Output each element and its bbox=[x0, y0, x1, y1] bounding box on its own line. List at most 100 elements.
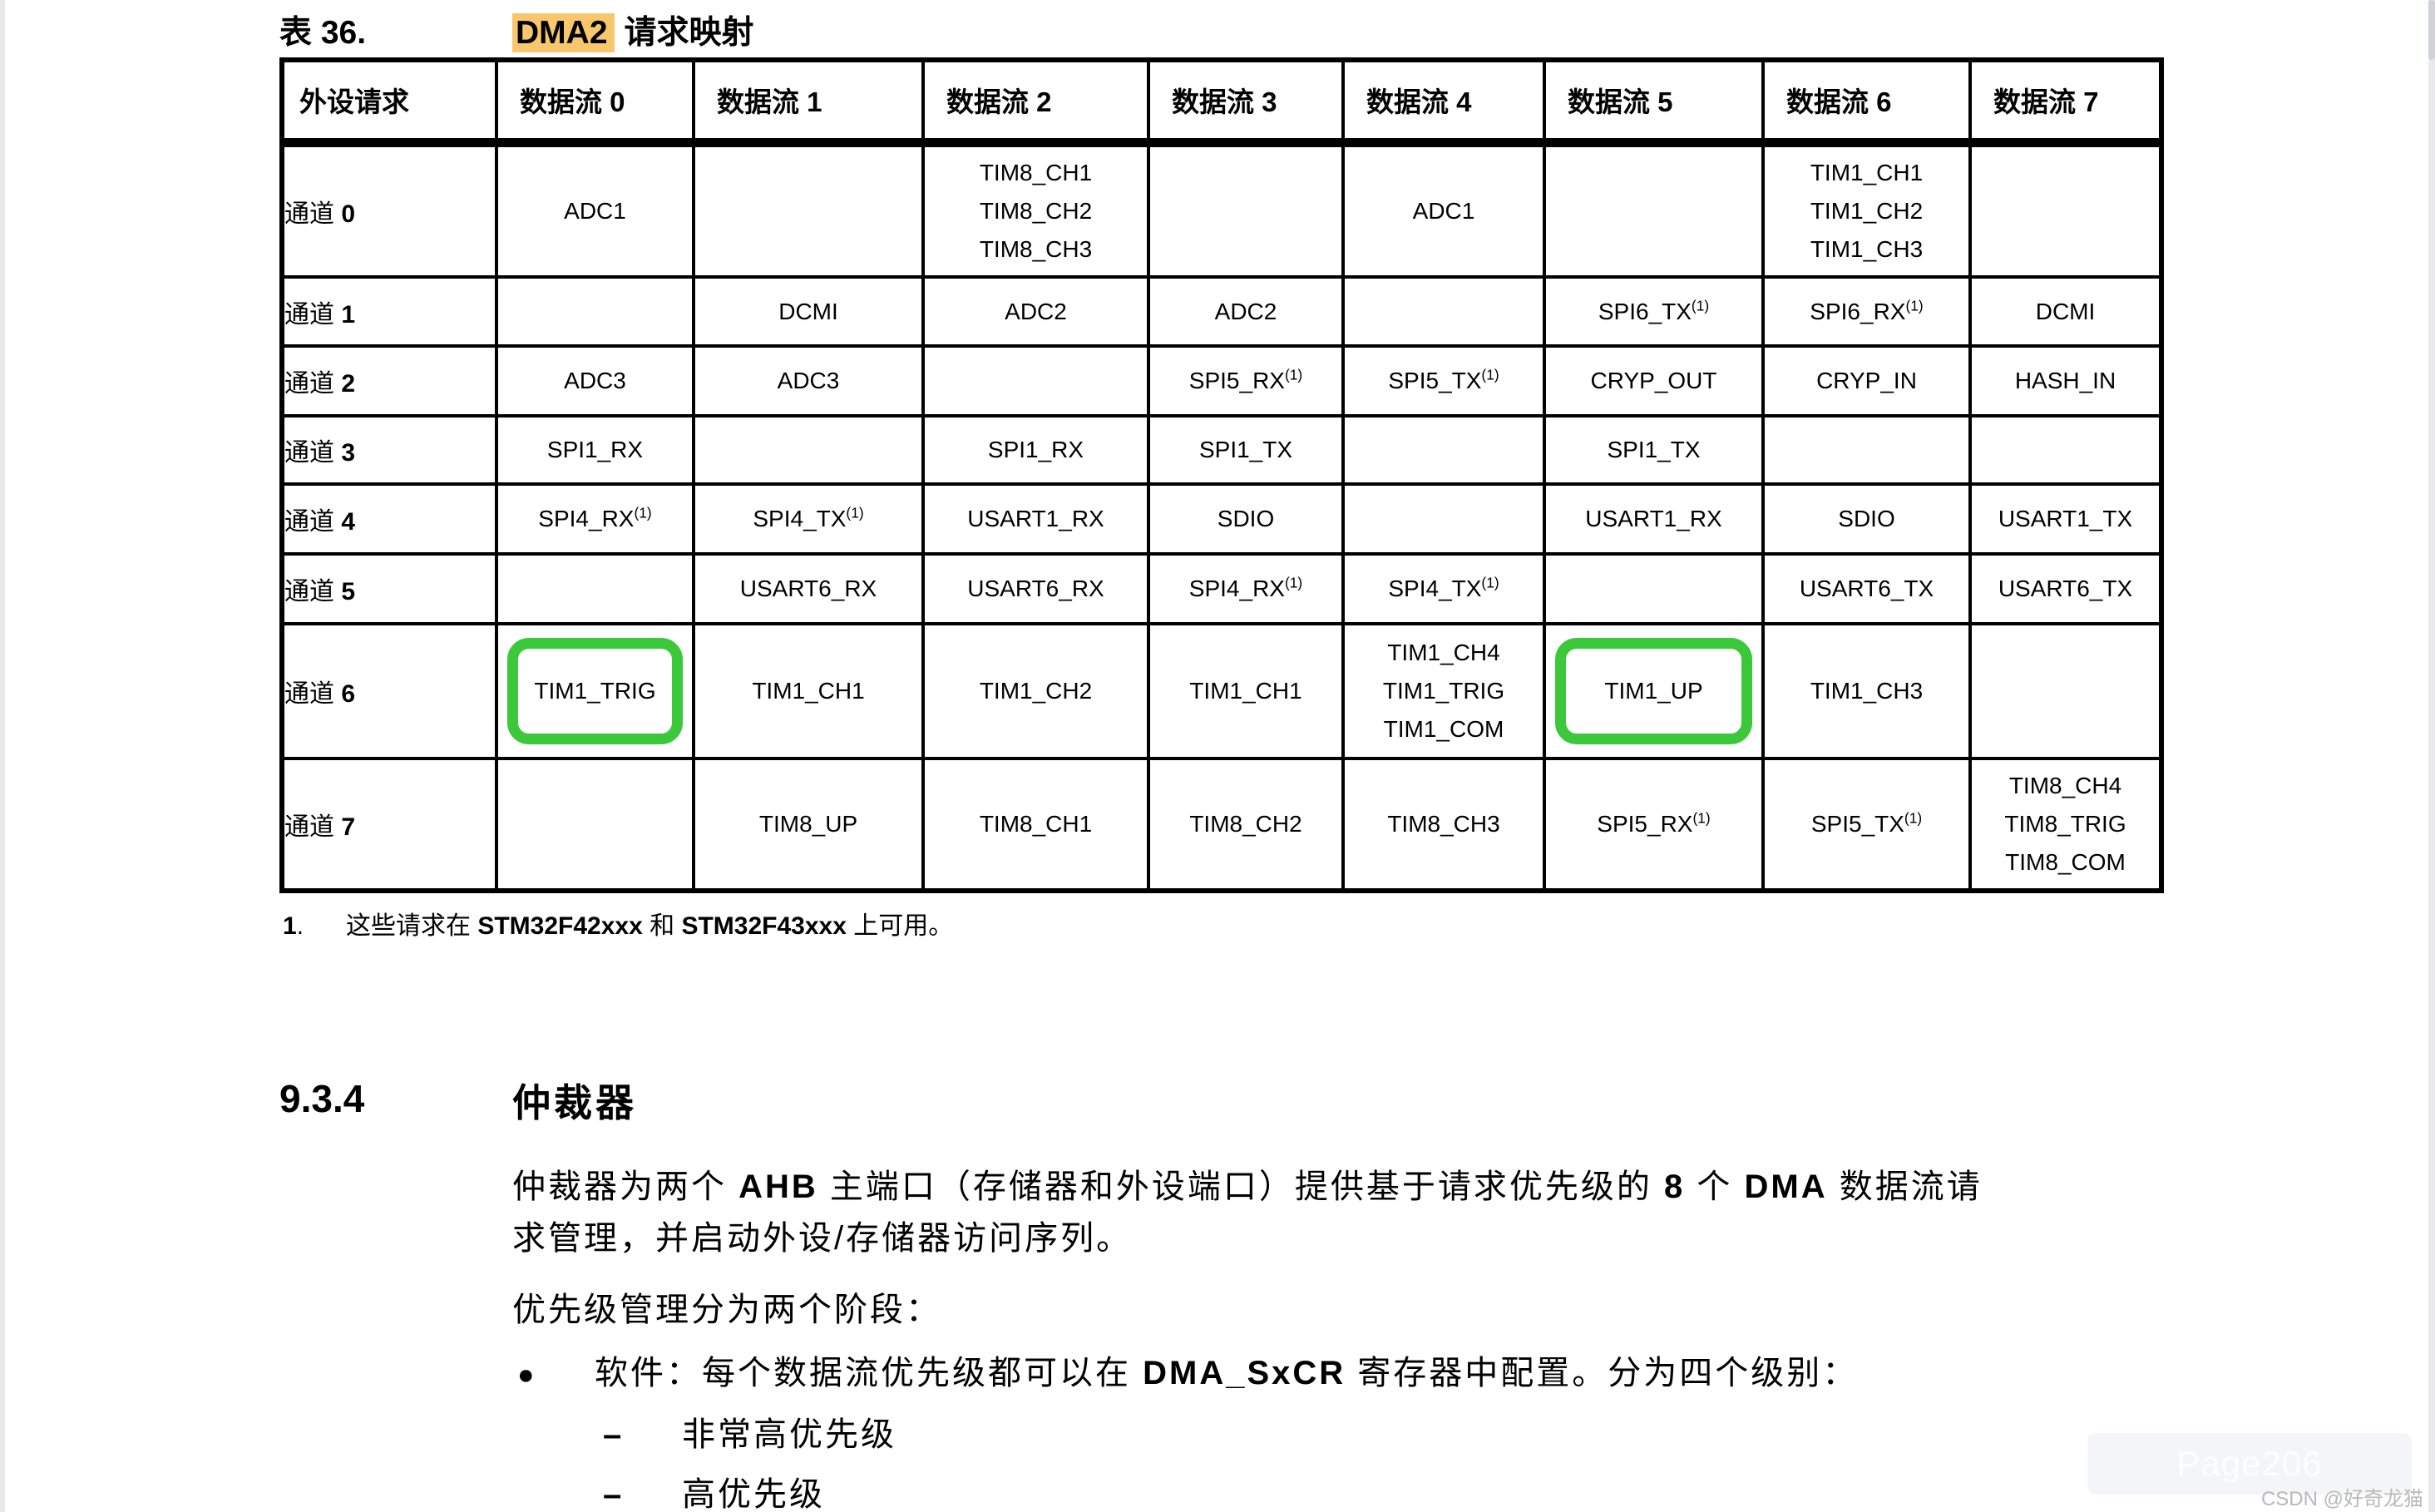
table-body: 通道 0 ADC1 TIM8_CH1 TIM8_CH2 TIM8_CH3 ADC1 TIM1… bbox=[280, 141, 2163, 892]
page-number-watermark: Page206 bbox=[2087, 1433, 2412, 1495]
stream-cell: TIM1_CH1 TIM1_CH2 TIM1_CH3 bbox=[1761, 141, 1972, 279]
stream-cell: USART1_RX bbox=[1543, 482, 1765, 556]
channel-label-cell: 通道 6 bbox=[280, 622, 498, 760]
stream-cell: TIM8_CH4 TIM8_TRIG TIM8_COM bbox=[1968, 757, 2163, 892]
header-stream-2: 数据流 2 bbox=[921, 58, 1150, 147]
sub-item-text: 非常高优先级 bbox=[682, 1416, 896, 1453]
paragraph-line: 仲裁器为两个 AHB 主端口（存储器和外设端口）提供基于请求优先级的 8 个 D… bbox=[512, 1169, 1983, 1205]
stream-cell: CRYP_IN bbox=[1761, 344, 1972, 418]
table-row: 通道 6 TIM1_TRIG TIM1_CH1 TIM1_CH2 TIM1_CH1 TIM… bbox=[280, 622, 2163, 760]
stream-cell: TIM8_CH3 bbox=[1341, 757, 1546, 892]
stream-cell: ADC2 bbox=[921, 275, 1150, 348]
header-stream-1: 数据流 1 bbox=[692, 58, 925, 147]
stream-cell bbox=[692, 414, 925, 486]
stream-cell: USART6_RX bbox=[921, 552, 1150, 625]
search-highlight: DMA2 bbox=[512, 13, 615, 52]
stream-cell: SPI1_RX bbox=[921, 414, 1150, 486]
table-row: 通道 0 ADC1 TIM8_CH1 TIM8_CH2 TIM8_CH3 ADC1 TIM1… bbox=[280, 141, 2163, 279]
stream-cell bbox=[1968, 141, 2163, 279]
channel-label-cell: 通道 2 bbox=[280, 344, 498, 418]
stream-cell: USART6_RX bbox=[692, 552, 925, 625]
stream-cell: USART6_TX bbox=[1761, 552, 1972, 625]
sub-item-text: 高优先级 bbox=[682, 1476, 825, 1512]
stream-cell: SPI5_TX(1) bbox=[1761, 757, 1972, 892]
table-row: 通道 2 ADC3 ADC3 SPI5_RX(1) SPI5_TX(1) CRYP_OUT… bbox=[280, 344, 2163, 418]
stream-cell: TIM1_CH3 bbox=[1761, 622, 1972, 760]
stream-cell: TIM8_UP bbox=[692, 757, 925, 892]
section-heading: 仲裁器 bbox=[512, 1081, 637, 1124]
stream-cell: TIM1_CH1 bbox=[1147, 622, 1345, 760]
table-caption-suffix: 请求映射 bbox=[624, 15, 754, 51]
channel-label-cell: 通道 3 bbox=[280, 414, 498, 486]
stream-cell bbox=[495, 552, 695, 625]
bullet-text: 软件：每个数据流优先级都可以在 DMA_SxCR 寄存器中配置。分为四个级别： bbox=[595, 1355, 1859, 1391]
stream-cell: USART6_TX bbox=[1968, 552, 2163, 625]
stream-cell bbox=[1761, 414, 1972, 486]
table-row: 通道 3 SPI1_RX SPI1_RX SPI1_TX SPI1_TX bbox=[280, 414, 2163, 486]
section-number: 9.3.4 bbox=[279, 1077, 365, 1120]
channel-label-cell: 通道 5 bbox=[280, 552, 498, 625]
stream-cell bbox=[692, 141, 925, 279]
header-stream-5: 数据流 5 bbox=[1543, 58, 1765, 147]
page-number-label: Page206 bbox=[2176, 1444, 2323, 1483]
stream-cell: SDIO bbox=[1147, 482, 1345, 556]
stream-cell bbox=[1147, 141, 1345, 279]
page-left-edge bbox=[0, 0, 5, 1512]
stream-cell: HASH_IN bbox=[1968, 344, 2163, 418]
header-stream-0: 数据流 0 bbox=[495, 58, 695, 147]
header-peripheral-request: 外设请求 bbox=[280, 58, 498, 147]
stream-cell: TIM8_CH1 TIM8_CH2 TIM8_CH3 bbox=[921, 141, 1150, 279]
header-stream-3: 数据流 3 bbox=[1147, 58, 1345, 147]
table-row: 通道 7 TIM8_UP TIM8_CH1 TIM8_CH2 TIM8_CH3 SPI5_… bbox=[280, 757, 2163, 892]
stream-cell bbox=[1341, 414, 1546, 486]
stream-cell: SPI5_RX(1) bbox=[1147, 344, 1345, 418]
bullet-icon: ● bbox=[517, 1359, 537, 1391]
stream-cell: SPI4_RX(1) bbox=[1147, 552, 1345, 625]
table-footnote: 1. 这些请求在 STM32F42xxx 和 STM32F43xxx 上可用。 bbox=[283, 905, 953, 941]
stream-cell: USART1_RX bbox=[921, 482, 1150, 556]
stream-cell: USART1_TX bbox=[1968, 482, 2163, 556]
channel-label-cell: 通道 1 bbox=[280, 275, 498, 348]
stream-cell: SPI4_TX(1) bbox=[692, 482, 925, 556]
stream-cell: CRYP_OUT bbox=[1543, 344, 1765, 418]
stream-cell: SPI6_TX(1) bbox=[1543, 275, 1765, 348]
priority-intro-text: 优先级管理分为两个阶段： bbox=[512, 1292, 941, 1328]
table-row: 通道 1 DCMI ADC2 ADC2 SPI6_TX(1) SPI6_RX(1) DCMI bbox=[280, 275, 2163, 348]
sub-list-item: – 高优先级 bbox=[603, 1469, 825, 1512]
stream-cell bbox=[495, 757, 695, 892]
stream-cell: TIM8_CH1 bbox=[921, 757, 1150, 892]
stream-cell: SPI1_TX bbox=[1543, 414, 1765, 486]
stream-cell: DCMI bbox=[1968, 275, 2163, 348]
stream-cell: SPI5_TX(1) bbox=[1341, 344, 1546, 418]
stream-cell: TIM1_TRIG bbox=[495, 622, 695, 760]
scrollbar-track[interactable] bbox=[2428, 0, 2435, 1512]
footnote-text: 这些请求在 STM32F42xxx 和 STM32F43xxx 上可用。 bbox=[346, 912, 954, 940]
sub-list-item: – 非常高优先级 bbox=[603, 1409, 896, 1460]
stream-cell: TIM1_CH4 TIM1_TRIG TIM1_COM bbox=[1341, 622, 1546, 760]
scrollbar-thumb[interactable] bbox=[2428, 0, 2435, 60]
paragraph-line: 求管理，并启动外设/存储器访问序列。 bbox=[512, 1220, 1133, 1257]
csdn-watermark: CSDN @好奇龙猫 bbox=[2260, 1488, 2423, 1510]
stream-cell: SPI1_TX bbox=[1147, 414, 1345, 486]
stream-cell bbox=[1543, 141, 1765, 279]
stream-cell: TIM1_UP bbox=[1543, 622, 1765, 760]
stream-cell: ADC3 bbox=[495, 344, 695, 418]
stream-cell bbox=[1543, 552, 1765, 625]
bullet-item: ● 软件：每个数据流优先级都可以在 DMA_SxCR 寄存器中配置。分为四个级别… bbox=[517, 1347, 1858, 1401]
stream-cell: ADC1 bbox=[495, 141, 695, 279]
stream-cell: ADC3 bbox=[692, 344, 925, 418]
stream-cell bbox=[1341, 482, 1546, 556]
header-stream-4: 数据流 4 bbox=[1341, 58, 1546, 147]
table-row: 通道 4 SPI4_RX(1) SPI4_TX(1) USART1_RX SDIO USA… bbox=[280, 482, 2163, 556]
stream-cell bbox=[1968, 414, 2163, 486]
header-stream-7: 数据流 7 bbox=[1968, 58, 2163, 147]
channel-label-cell: 通道 4 bbox=[280, 482, 498, 556]
dash-icon: – bbox=[603, 1476, 625, 1512]
stream-cell: ADC2 bbox=[1147, 275, 1345, 348]
footnote-number: 1. bbox=[283, 912, 304, 940]
stream-cell bbox=[1341, 275, 1546, 348]
stream-cell bbox=[495, 275, 695, 348]
